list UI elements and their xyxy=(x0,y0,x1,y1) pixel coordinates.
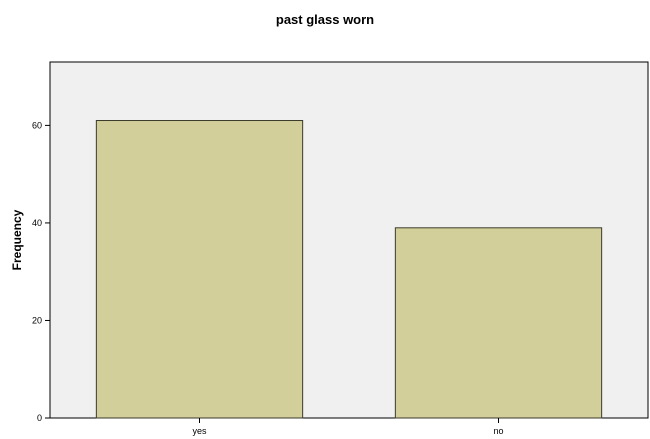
y-tick-label: 60 xyxy=(32,120,42,130)
y-axis-label: Frequency xyxy=(10,209,24,270)
x-tick-label-yes: yes xyxy=(192,426,207,436)
x-tick-label-no: no xyxy=(493,426,503,436)
bar-yes xyxy=(95,120,304,419)
y-tick-label: 40 xyxy=(32,218,42,228)
y-axis: 0 20 40 60 xyxy=(32,120,50,423)
chart-title: past glass worn xyxy=(276,12,374,27)
y-tick-label: 0 xyxy=(37,413,42,423)
bar-no xyxy=(394,227,603,419)
x-axis: yes no xyxy=(192,418,504,436)
y-tick-label: 20 xyxy=(32,315,42,325)
